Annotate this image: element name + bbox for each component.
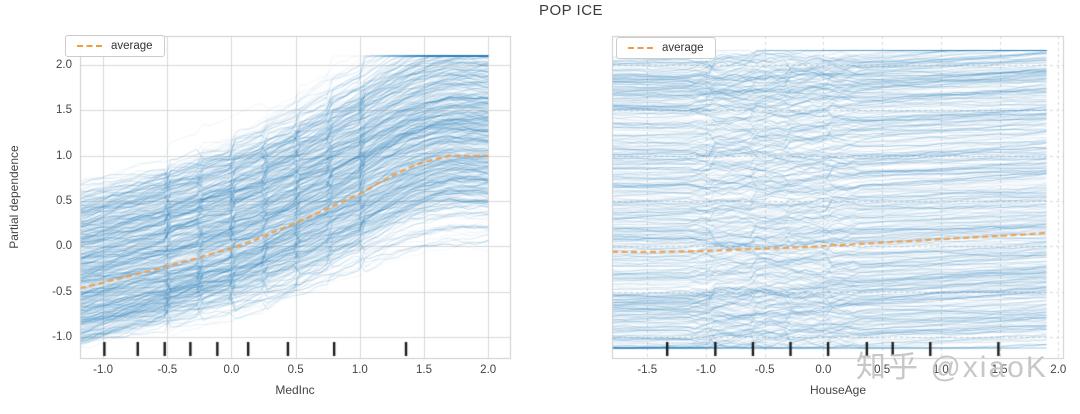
ice-figure: POP ICE Partial dependence MedInc HouseA… xyxy=(0,0,1080,414)
ice-plot-canvas xyxy=(0,0,1080,414)
